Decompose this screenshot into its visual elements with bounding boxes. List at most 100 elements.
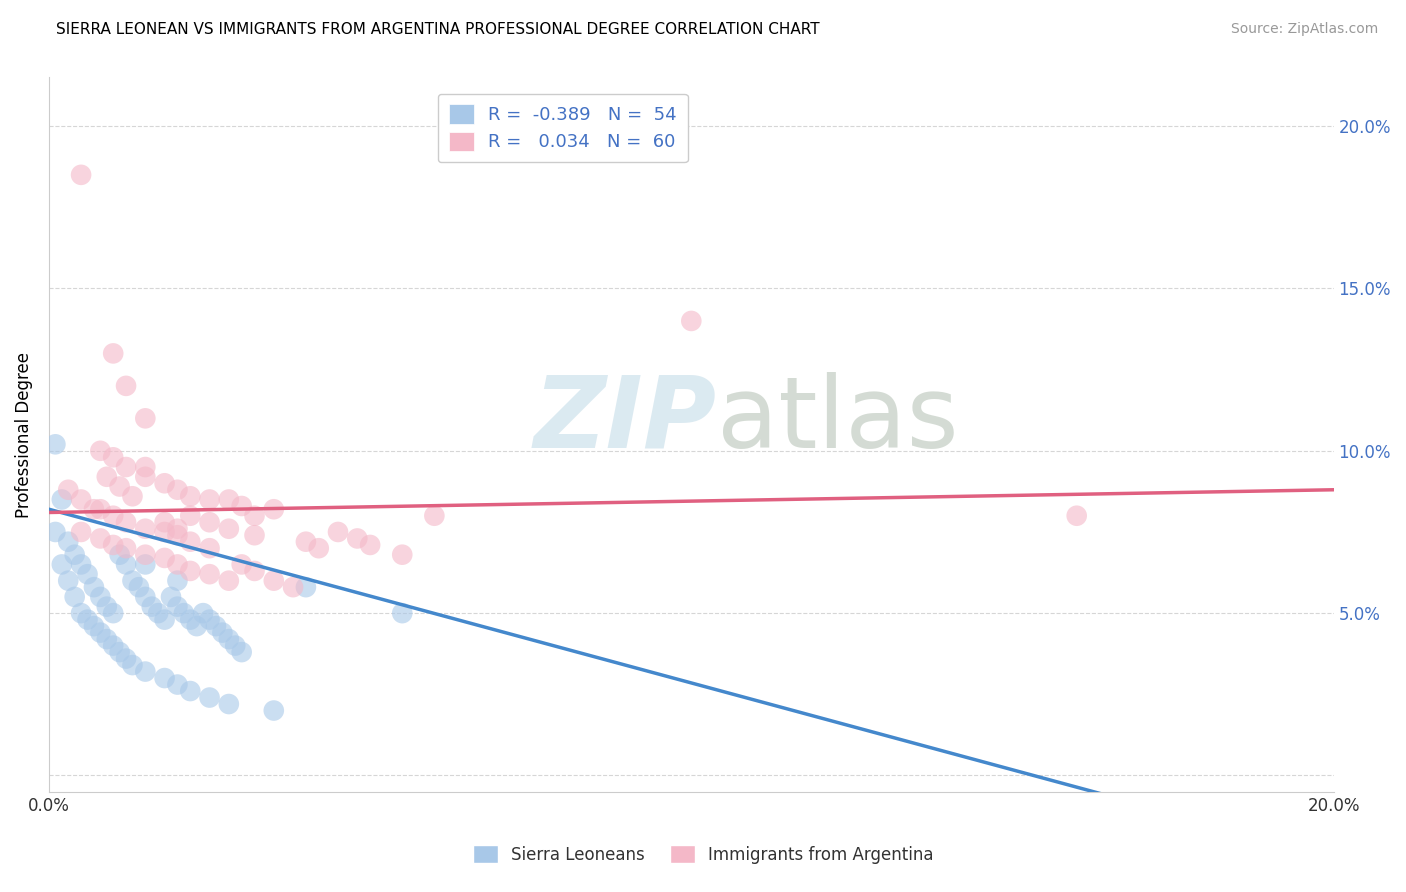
- Point: [681, 314, 703, 328]
- Point: [218, 492, 240, 507]
- Point: [166, 483, 188, 497]
- Point: [166, 599, 188, 614]
- Point: [89, 532, 111, 546]
- Point: [179, 613, 201, 627]
- Point: [103, 606, 125, 620]
- Point: [121, 489, 143, 503]
- Point: [179, 508, 201, 523]
- Point: [198, 613, 221, 627]
- Point: [218, 697, 240, 711]
- Point: [70, 606, 93, 620]
- Point: [198, 541, 221, 556]
- Point: [96, 632, 118, 646]
- Point: [198, 567, 221, 582]
- Point: [346, 532, 368, 546]
- Point: [146, 606, 169, 620]
- Point: [166, 677, 188, 691]
- Point: [51, 558, 73, 572]
- Point: [153, 671, 176, 685]
- Point: [198, 690, 221, 705]
- Point: [96, 470, 118, 484]
- Point: [115, 379, 138, 393]
- Text: ZIP: ZIP: [534, 372, 717, 469]
- Point: [103, 538, 125, 552]
- Point: [218, 574, 240, 588]
- Point: [179, 684, 201, 698]
- Point: [76, 567, 98, 582]
- Point: [58, 534, 80, 549]
- Point: [134, 590, 156, 604]
- Point: [121, 574, 143, 588]
- Point: [186, 619, 208, 633]
- Point: [326, 524, 349, 539]
- Point: [153, 515, 176, 529]
- Point: [44, 437, 66, 451]
- Point: [391, 606, 413, 620]
- Point: [63, 548, 86, 562]
- Point: [308, 541, 330, 556]
- Point: [103, 450, 125, 465]
- Point: [83, 619, 105, 633]
- Point: [224, 639, 246, 653]
- Point: [160, 590, 183, 604]
- Point: [89, 443, 111, 458]
- Point: [231, 645, 253, 659]
- Point: [108, 645, 131, 659]
- Point: [115, 558, 138, 572]
- Point: [70, 524, 93, 539]
- Point: [89, 590, 111, 604]
- Legend: Sierra Leoneans, Immigrants from Argentina: Sierra Leoneans, Immigrants from Argenti…: [465, 838, 941, 871]
- Point: [191, 606, 214, 620]
- Point: [179, 534, 201, 549]
- Point: [83, 502, 105, 516]
- Point: [153, 613, 176, 627]
- Point: [243, 508, 266, 523]
- Point: [295, 580, 318, 594]
- Point: [153, 550, 176, 565]
- Point: [173, 606, 195, 620]
- Point: [103, 346, 125, 360]
- Point: [295, 534, 318, 549]
- Point: [115, 515, 138, 529]
- Point: [281, 580, 304, 594]
- Point: [141, 599, 163, 614]
- Point: [103, 639, 125, 653]
- Point: [359, 538, 381, 552]
- Point: [263, 574, 285, 588]
- Point: [198, 515, 221, 529]
- Point: [134, 522, 156, 536]
- Point: [89, 502, 111, 516]
- Point: [115, 460, 138, 475]
- Point: [51, 492, 73, 507]
- Point: [121, 658, 143, 673]
- Point: [70, 558, 93, 572]
- Point: [211, 625, 233, 640]
- Point: [198, 492, 221, 507]
- Text: SIERRA LEONEAN VS IMMIGRANTS FROM ARGENTINA PROFESSIONAL DEGREE CORRELATION CHAR: SIERRA LEONEAN VS IMMIGRANTS FROM ARGENT…: [56, 22, 820, 37]
- Point: [263, 704, 285, 718]
- Point: [96, 599, 118, 614]
- Point: [115, 541, 138, 556]
- Point: [63, 590, 86, 604]
- Point: [391, 548, 413, 562]
- Point: [218, 632, 240, 646]
- Point: [58, 483, 80, 497]
- Point: [263, 502, 285, 516]
- Point: [179, 489, 201, 503]
- Point: [166, 528, 188, 542]
- Point: [70, 492, 93, 507]
- Point: [205, 619, 228, 633]
- Point: [179, 564, 201, 578]
- Point: [134, 548, 156, 562]
- Point: [44, 524, 66, 539]
- Point: [166, 522, 188, 536]
- Point: [218, 522, 240, 536]
- Point: [231, 499, 253, 513]
- Point: [1066, 508, 1088, 523]
- Point: [134, 460, 156, 475]
- Point: [108, 548, 131, 562]
- Point: [134, 411, 156, 425]
- Point: [134, 665, 156, 679]
- Point: [243, 528, 266, 542]
- Point: [103, 508, 125, 523]
